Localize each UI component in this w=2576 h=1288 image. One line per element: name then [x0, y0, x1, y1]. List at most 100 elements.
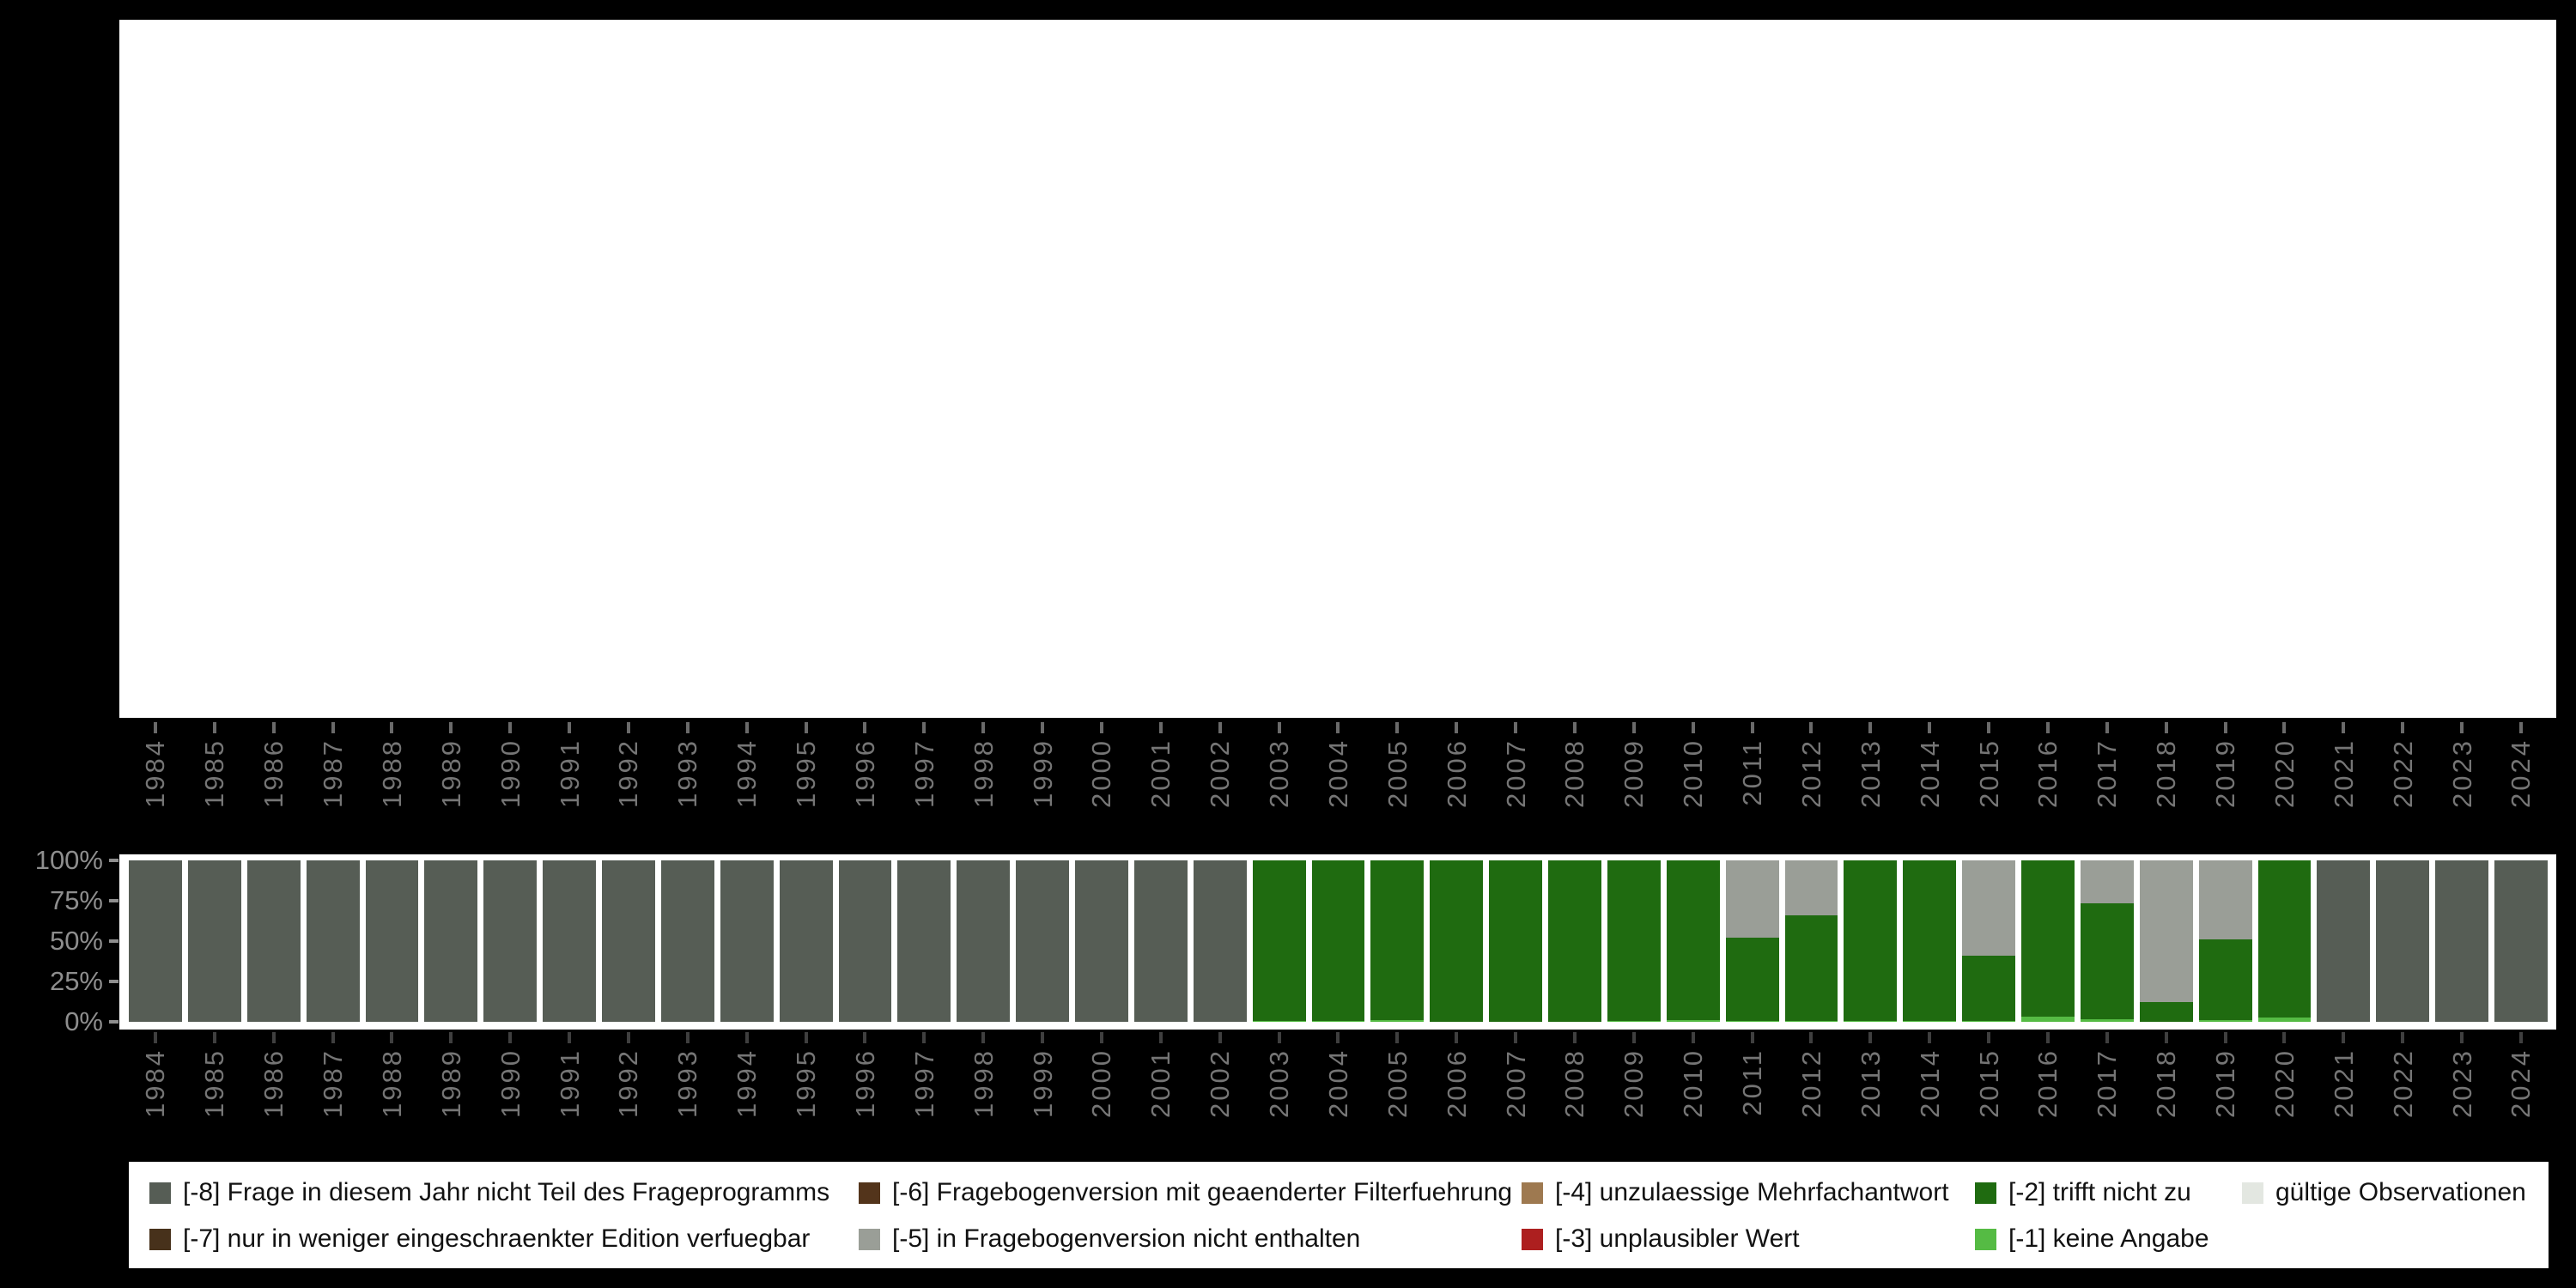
year-axis-slot: 1984: [129, 1032, 182, 1152]
year-tick-mark: [1809, 1032, 1814, 1043]
year-tick-mark: [804, 1032, 808, 1043]
year-tick-mark: [212, 1032, 216, 1043]
bar-segment: [1784, 860, 1838, 915]
year-label: 2013: [1855, 1048, 1886, 1118]
year-tick-mark: [2223, 1032, 2227, 1043]
year-axis-slot: 2019: [2199, 722, 2252, 842]
bar: [1370, 860, 1425, 1022]
year-label: 2017: [2092, 738, 2123, 808]
year-tick-mark: [922, 722, 927, 733]
year-tick-mark: [2460, 722, 2464, 733]
bar: [1903, 860, 1957, 1022]
bar: [1844, 860, 1898, 1022]
year-label: 2007: [1500, 1048, 1531, 1118]
bar: [2080, 860, 2134, 1022]
year-label: 2000: [1086, 1048, 1117, 1118]
bar-segment: [1903, 860, 1957, 1022]
year-label: 2014: [1914, 1048, 1945, 1118]
year-tick-mark: [2518, 722, 2523, 733]
bar-segment: [1844, 860, 1898, 1022]
year-tick-mark: [2045, 1032, 2050, 1043]
year-label: 1992: [613, 1048, 644, 1118]
year-axis-slot: 1988: [366, 722, 419, 842]
year-label: 1995: [791, 738, 822, 808]
bar-segment: [365, 860, 419, 1022]
legend-label: [-2] trifft nicht zu: [2008, 1178, 2191, 1206]
year-label: 2013: [1855, 738, 1886, 808]
year-tick-mark: [2282, 1032, 2287, 1043]
year-axis-slot: 1988: [366, 1032, 419, 1152]
bar-segment: [660, 860, 714, 1022]
year-tick-mark: [1987, 1032, 1991, 1043]
legend-label: [-6] Fragebogenversion mit geaenderter F…: [892, 1178, 1513, 1206]
legend-label: gültige Observationen: [2275, 1178, 2526, 1206]
year-axis-slot: 1994: [720, 722, 774, 842]
year-axis-slot: 1993: [661, 1032, 714, 1152]
bar: [838, 860, 892, 1022]
year-label: 1988: [376, 738, 407, 808]
year-tick-mark: [508, 1032, 513, 1043]
year-label: 1998: [968, 1048, 999, 1118]
year-tick-mark: [626, 1032, 630, 1043]
bar: [2494, 860, 2548, 1022]
year-tick-mark: [744, 1032, 749, 1043]
year-tick-mark: [1928, 722, 1932, 733]
legend-swatch: [1975, 1228, 1996, 1250]
year-label: 1991: [554, 1048, 585, 1118]
year-label: 1986: [258, 738, 289, 808]
year-axis-slot: 1989: [424, 1032, 477, 1152]
year-tick-mark: [390, 1032, 394, 1043]
year-axis-slot: 2007: [1489, 1032, 1542, 1152]
bar-segment: [483, 860, 538, 1022]
year-axis-slot: 2016: [2021, 1032, 2075, 1152]
bar-segment: [1666, 860, 1720, 1021]
year-label: 2004: [1322, 1048, 1353, 1118]
year-axis-slot: 2011: [1726, 1032, 1779, 1152]
year-axis-slot: 2017: [2081, 722, 2134, 842]
year-axis-slot: 2000: [1075, 722, 1128, 842]
year-label: 2000: [1086, 738, 1117, 808]
bar-segment: [1489, 860, 1542, 1022]
year-axis-slot: 2018: [2140, 1032, 2193, 1152]
y-tick-label: 100%: [34, 845, 103, 875]
y-tick-mark: [109, 1020, 118, 1024]
year-label: 2011: [1737, 1048, 1768, 1116]
year-label: 2022: [2387, 738, 2418, 808]
year-tick-mark: [1572, 1032, 1577, 1043]
year-axis-slot: 2022: [2376, 1032, 2429, 1152]
year-label: 1998: [968, 738, 999, 808]
year-tick-mark: [153, 722, 157, 733]
year-label: 1985: [199, 1048, 230, 1118]
year-axis-slot: 2008: [1548, 1032, 1601, 1152]
year-axis-slot: 2023: [2435, 1032, 2488, 1152]
year-label: 2003: [1264, 738, 1295, 808]
year-tick-mark: [2105, 722, 2109, 733]
year-axis-slot: 2009: [1607, 722, 1661, 842]
year-tick-mark: [1099, 722, 1103, 733]
year-tick-mark: [449, 722, 453, 733]
legend-label: [-4] unzulaessige Mehrfachantwort: [1555, 1178, 1949, 1206]
year-label: 2018: [2151, 1048, 2182, 1118]
year-axis-slot: 2003: [1253, 722, 1306, 842]
bar: [187, 860, 241, 1022]
year-label: 2005: [1382, 738, 1413, 808]
bar-segment: [1962, 860, 2015, 956]
bar-segment: [2257, 1018, 2312, 1022]
bar-segment: [1725, 1021, 1779, 1022]
bar-segment: [838, 860, 892, 1022]
bar: [779, 860, 833, 1022]
legend: [-8] Frage in diesem Jahr nicht Teil des…: [129, 1162, 2549, 1268]
year-label: 1990: [495, 738, 526, 808]
year-label: 1992: [613, 738, 644, 808]
bar: [1133, 860, 1188, 1022]
year-axis-slot: 1995: [780, 1032, 833, 1152]
year-label: 2024: [2506, 738, 2537, 808]
year-axis-slot: 2024: [2494, 722, 2548, 842]
year-axis-slot: 2021: [2317, 722, 2370, 842]
year-tick-mark: [1750, 1032, 1754, 1043]
bar: [957, 860, 1011, 1022]
year-label: 1988: [376, 1048, 407, 1118]
bar-segment: [2494, 860, 2548, 1022]
bar: [602, 860, 655, 1022]
year-tick-mark: [1336, 722, 1340, 733]
